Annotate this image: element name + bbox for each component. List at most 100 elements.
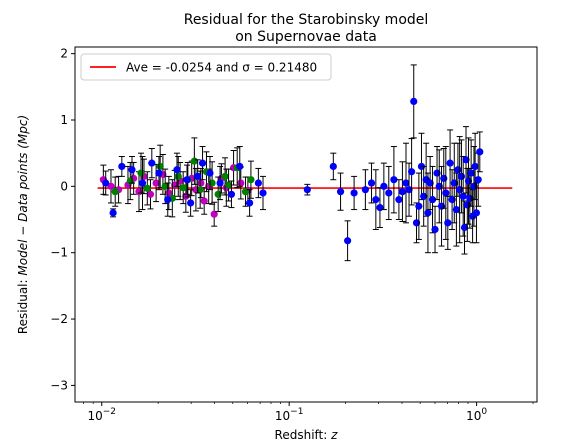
y-axis-label-prefix: Residual: bbox=[16, 276, 30, 335]
data-point-blue bbox=[459, 192, 467, 200]
data-point-green bbox=[247, 176, 255, 184]
y-axis-ticks: 2 1 0 −1 −2 −3 bbox=[50, 47, 75, 392]
data-point-blue bbox=[452, 205, 460, 214]
y-tick-label: −1 bbox=[50, 246, 68, 260]
data-point-blue bbox=[395, 196, 403, 204]
data-point-magenta bbox=[197, 179, 205, 187]
data-point-blue bbox=[303, 186, 311, 194]
x-tick-label-exponent: −1 bbox=[290, 407, 303, 417]
data-point-blue bbox=[471, 162, 479, 171]
plot-frame bbox=[74, 46, 538, 403]
y-tick-label: 0 bbox=[60, 179, 68, 193]
data-point-blue bbox=[424, 209, 432, 217]
data-point-blue bbox=[259, 189, 267, 197]
data-point-blue bbox=[336, 188, 345, 196]
data-point-blue bbox=[155, 169, 163, 177]
data-point-blue bbox=[164, 196, 172, 204]
y-tick-label: −3 bbox=[50, 378, 68, 392]
data-point-green bbox=[179, 184, 187, 192]
data-point-blue bbox=[361, 186, 369, 194]
data-point-green bbox=[214, 190, 222, 198]
data-point-magenta bbox=[237, 179, 245, 187]
x-tick-label: 10−1 bbox=[275, 407, 304, 423]
data-point-magenta bbox=[146, 190, 155, 198]
plot-area bbox=[97, 64, 513, 262]
data-point-magenta bbox=[165, 189, 173, 197]
x-axis-label: Redshift: z bbox=[275, 428, 339, 442]
data-point-blue bbox=[390, 176, 398, 184]
y-tick-label: 2 bbox=[60, 47, 68, 61]
x-tick-label: 100 bbox=[466, 407, 487, 423]
data-point-blue bbox=[462, 156, 470, 164]
data-point-blue bbox=[183, 176, 191, 184]
data-point-green bbox=[143, 184, 151, 192]
data-point-blue bbox=[472, 209, 481, 217]
data-point-magenta bbox=[107, 182, 115, 190]
data-point-blue bbox=[428, 196, 437, 204]
data-point-green bbox=[161, 182, 169, 190]
data-point-blue bbox=[446, 159, 454, 167]
data-point-blue bbox=[444, 219, 452, 227]
data-point-blue bbox=[470, 182, 478, 190]
chart-title-line-1: Residual for the Starobinsky model bbox=[184, 12, 429, 28]
data-point-blue bbox=[385, 189, 393, 197]
data-point-blue bbox=[431, 225, 439, 234]
data-point-blue bbox=[206, 169, 214, 177]
data-point-blue bbox=[344, 237, 352, 245]
legend: Ave = -0.0254 and σ = 0.21480 bbox=[80, 53, 332, 81]
x-tick-label-base: 10 bbox=[87, 409, 102, 423]
data-point-blue bbox=[194, 172, 202, 180]
data-point-blue bbox=[415, 202, 423, 210]
data-point-blue bbox=[198, 159, 207, 167]
data-point-green bbox=[126, 177, 134, 185]
data-point-blue bbox=[372, 196, 380, 204]
legend-label: Ave = -0.0254 and σ = 0.21480 bbox=[126, 61, 317, 75]
x-tick-label-exponent: 0 bbox=[481, 407, 487, 417]
x-axis-ticks: 10−2 10−1 100 bbox=[83, 402, 534, 423]
data-point-blue bbox=[227, 190, 236, 198]
data-point-magenta bbox=[210, 210, 218, 218]
x-axis-label-prefix: Redshift: bbox=[275, 428, 332, 442]
y-axis-label: Residual: Model − Data points (Mpc) bbox=[16, 115, 30, 334]
data-point-blue bbox=[329, 162, 337, 171]
data-point-blue bbox=[236, 162, 244, 171]
data-point-blue bbox=[254, 179, 262, 187]
y-tick-label: −2 bbox=[50, 312, 68, 326]
data-point-blue bbox=[412, 219, 421, 227]
y-axis-label-italic: Model − Data points (Mpc) bbox=[16, 115, 30, 276]
data-point-blue bbox=[474, 176, 482, 184]
data-point-blue bbox=[173, 166, 181, 174]
data-point-magenta bbox=[152, 179, 160, 187]
x-tick-label: 10−2 bbox=[87, 407, 116, 423]
data-point-green bbox=[241, 188, 250, 196]
data-point-blue bbox=[380, 182, 388, 190]
data-point-blue bbox=[187, 199, 195, 207]
data-point-blue bbox=[350, 189, 358, 197]
data-point-blue bbox=[454, 166, 462, 174]
data-point-blue bbox=[216, 179, 224, 187]
data-point-green bbox=[174, 172, 182, 180]
data-point-green bbox=[221, 172, 229, 180]
data-point-blue bbox=[476, 148, 484, 156]
data-point-blue bbox=[398, 188, 407, 196]
data-point-blue bbox=[410, 97, 418, 106]
data-point-blue bbox=[426, 179, 434, 187]
y-tick-label: 1 bbox=[60, 113, 68, 127]
data-point-green bbox=[190, 157, 198, 165]
data-point-blue bbox=[118, 162, 126, 171]
x-tick-label-exponent: −2 bbox=[103, 407, 116, 417]
data-point-blue bbox=[405, 186, 413, 194]
data-point-blue bbox=[460, 223, 469, 232]
data-point-blue bbox=[457, 172, 466, 180]
data-point-green bbox=[156, 162, 164, 171]
data-point-blue bbox=[246, 199, 254, 207]
legend-box bbox=[80, 53, 332, 81]
data-point-green bbox=[111, 188, 119, 196]
data-point-blue bbox=[408, 168, 416, 176]
data-point-blue bbox=[102, 179, 110, 187]
data-point-blue bbox=[402, 179, 410, 187]
data-point-blue bbox=[367, 179, 376, 187]
x-axis-label-italic: z bbox=[330, 428, 338, 442]
data-point-blue bbox=[420, 192, 428, 200]
